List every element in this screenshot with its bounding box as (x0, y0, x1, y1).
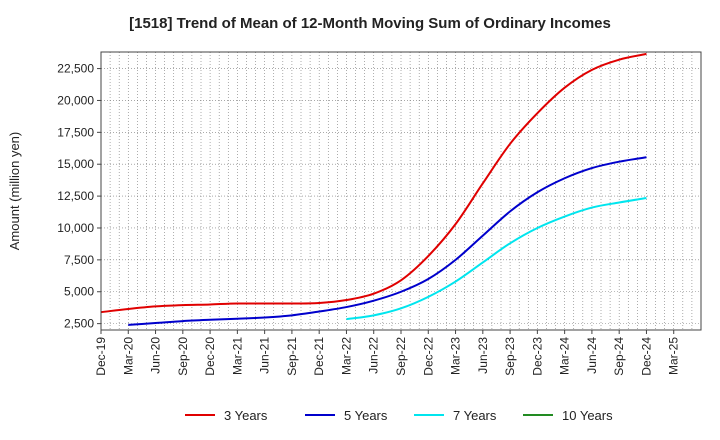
y-tick-label: 12,500 (57, 189, 94, 203)
x-tick-label: Dec-20 (203, 337, 217, 376)
x-tick-label: Dec-23 (530, 337, 544, 376)
x-tick-label: Dec-21 (312, 337, 326, 376)
x-tick-label: Sep-23 (503, 337, 517, 376)
x-tick-label: Mar-25 (667, 337, 681, 375)
x-tick-label: Jun-23 (476, 337, 490, 374)
x-tick-label: Dec-19 (94, 337, 108, 376)
y-tick-label: 7,500 (64, 253, 94, 267)
y-tick-label: 5,000 (64, 285, 94, 299)
legend-label-5-years: 5 Years (344, 408, 388, 423)
series-line-7-years (346, 197, 647, 321)
legend-label-10-years: 10 Years (562, 408, 613, 423)
series-lines (100, 52, 647, 326)
x-tick-label: Sep-21 (285, 337, 299, 376)
x-tick-label: Mar-20 (121, 337, 135, 375)
x-tick-label: Mar-24 (558, 337, 572, 375)
y-tick-label: 15,000 (57, 157, 94, 171)
y-tick-label: 2,500 (64, 317, 94, 331)
x-tick-label: Dec-22 (421, 337, 435, 376)
x-tick-label: Jun-22 (367, 337, 381, 374)
x-tick-label: Dec-24 (639, 337, 653, 376)
x-tick-label: Sep-20 (176, 337, 190, 376)
y-axis-ticks: 2,500 5,000 7,500 10,000 12,500 15,000 17,500 2… (57, 62, 101, 331)
x-axis-ticks: Dec-19 Mar-20 Jun-20 Sep-20 Dec-20 Mar-21 Jun-… (94, 330, 681, 376)
legend-label-3-years: 3 Years (224, 408, 268, 423)
y-tick-label: 20,000 (57, 93, 94, 107)
y-tick-label: 17,500 (57, 125, 94, 139)
x-tick-label: Jun-20 (149, 337, 163, 374)
series-line-3-years (100, 52, 647, 314)
x-tick-label: Mar-21 (230, 337, 244, 375)
y-tick-label: 22,500 (57, 62, 94, 76)
x-tick-label: Jun-21 (258, 337, 272, 374)
x-tick-label: Sep-24 (612, 337, 626, 376)
x-tick-label: Mar-22 (339, 337, 353, 375)
x-tick-label: Jun-24 (585, 337, 599, 374)
y-tick-label: 10,000 (57, 221, 94, 235)
chart-title: [1518] Trend of Mean of 12-Month Moving … (129, 15, 611, 32)
legend: 3 Years 5 Years 7 Years 10 Years (185, 408, 613, 423)
grid (101, 52, 701, 330)
x-tick-label: Mar-23 (449, 337, 463, 375)
legend-label-7-years: 7 Years (453, 408, 497, 423)
series-line-5-years (128, 156, 647, 326)
y-axis-label: Amount (million yen) (7, 132, 22, 251)
x-tick-label: Sep-22 (394, 337, 408, 376)
